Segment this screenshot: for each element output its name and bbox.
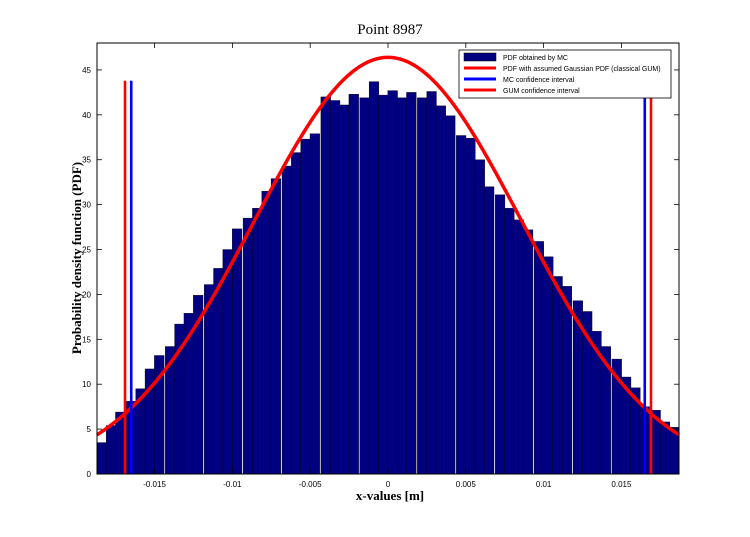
y-axis-ticks: 0 5 10 15 20 25 30 35 40 45 (82, 66, 679, 479)
histogram-bar (406, 92, 417, 475)
legend-label-gaussian: PDF with assumed Gaussian PDF (classical… (503, 66, 661, 73)
histogram-bar (445, 115, 456, 475)
histogram-bar (320, 96, 331, 475)
histogram-bar (232, 228, 243, 475)
histogram-bar (426, 91, 437, 475)
y-tick-label: 0 (87, 470, 92, 479)
y-tick-label: 25 (82, 246, 91, 255)
y-tick-label: 30 (82, 201, 91, 210)
histogram-bar (387, 90, 398, 475)
histogram-bar (330, 100, 341, 475)
histogram-bar (533, 241, 544, 475)
histogram-bar (339, 104, 350, 475)
histogram-bar (213, 268, 224, 475)
x-tick-label: -0.01 (223, 480, 242, 489)
y-tick-label: 40 (82, 111, 91, 120)
histogram-bar (417, 97, 428, 475)
histogram-bar (435, 105, 446, 475)
x-axis-label: x-values [m] (356, 488, 424, 503)
histogram-bar (561, 286, 572, 475)
histogram-bar (465, 138, 476, 475)
x-tick-label: 0.01 (536, 480, 552, 489)
histogram-bar (300, 138, 311, 475)
histogram-bar (552, 276, 563, 475)
legend-label-gum-interval: GUM confidence interval (503, 88, 580, 95)
histogram-bar (543, 256, 554, 475)
histogram-bar (474, 159, 485, 475)
histogram-bar (96, 442, 107, 475)
x-tick-label: -0.015 (143, 480, 166, 489)
histogram-bar (281, 165, 292, 475)
y-tick-label: 15 (82, 335, 91, 344)
histogram-bars (96, 81, 680, 475)
histogram-bar (252, 208, 263, 475)
histogram-bar (242, 217, 253, 475)
x-tick-label: 0.005 (456, 480, 477, 489)
histogram-bar (359, 97, 370, 475)
histogram-bar (105, 425, 117, 475)
y-tick-label: 35 (82, 156, 91, 165)
x-tick-label: -0.005 (299, 480, 322, 489)
histogram-bar (504, 208, 515, 475)
histogram-bar (456, 135, 467, 475)
y-tick-label: 20 (82, 290, 91, 299)
histogram-bar (484, 186, 495, 475)
gaussian-curve (96, 55, 680, 437)
y-tick-label: 5 (87, 425, 92, 434)
legend: PDF obtained by MC PDF with assumed Gaus… (458, 49, 672, 99)
x-tick-label: 0.015 (611, 480, 632, 489)
gaussian-curve-layer (96, 55, 680, 437)
legend-swatch-histogram (463, 52, 497, 62)
histogram-bar (261, 190, 272, 475)
histogram-bar (396, 97, 408, 475)
histogram-bar (309, 133, 320, 475)
x-tick-label: 0 (386, 480, 391, 489)
histogram-bar (204, 284, 215, 475)
histogram-bar (368, 81, 380, 475)
chart-title: Point 8987 (357, 22, 423, 38)
histogram-bar (222, 249, 233, 475)
histogram-bar (523, 229, 534, 475)
confidence-interval-lines (123, 80, 653, 474)
y-tick-label: 45 (82, 66, 91, 75)
legend-label-mc-interval: MC confidence interval (503, 77, 575, 84)
x-axis-ticks: -0.015 -0.01 -0.005 0 0.005 0.01 0.015 (143, 43, 632, 489)
legend-label-histogram: PDF obtained by MC (503, 55, 568, 62)
histogram-bar (513, 219, 524, 475)
histogram-bar (378, 94, 389, 475)
y-axis-label: Probability density function (PDF) (69, 162, 84, 354)
histogram-bar (291, 152, 302, 475)
histogram-bar (348, 94, 359, 475)
y-tick-label: 10 (82, 380, 91, 389)
histogram-bar (270, 178, 281, 475)
histogram-bar (495, 194, 506, 475)
